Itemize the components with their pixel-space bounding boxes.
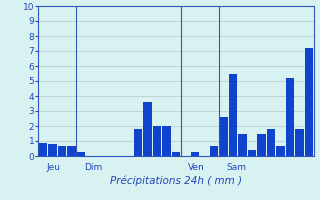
Text: Sam: Sam	[226, 164, 246, 172]
Bar	[267, 129, 275, 156]
Bar	[153, 126, 161, 156]
Bar	[172, 152, 180, 156]
Bar	[219, 117, 228, 156]
Bar	[305, 48, 313, 156]
Bar	[48, 144, 57, 156]
Bar	[229, 73, 237, 156]
Bar	[248, 150, 256, 156]
Bar	[58, 146, 66, 156]
Text: Précipitations 24h ( mm ): Précipitations 24h ( mm )	[110, 176, 242, 186]
Bar	[210, 146, 218, 156]
Bar	[191, 152, 199, 156]
Bar	[162, 126, 171, 156]
Bar	[257, 134, 266, 156]
Bar	[134, 129, 142, 156]
Bar	[67, 146, 76, 156]
Text: Jeu: Jeu	[46, 164, 60, 172]
Bar	[77, 152, 85, 156]
Bar	[143, 102, 152, 156]
Text: Dim: Dim	[84, 164, 102, 172]
Text: Ven: Ven	[188, 164, 205, 172]
Bar	[39, 142, 47, 156]
Bar	[286, 78, 294, 156]
Bar	[295, 129, 304, 156]
Bar	[276, 146, 285, 156]
Bar	[238, 134, 247, 156]
